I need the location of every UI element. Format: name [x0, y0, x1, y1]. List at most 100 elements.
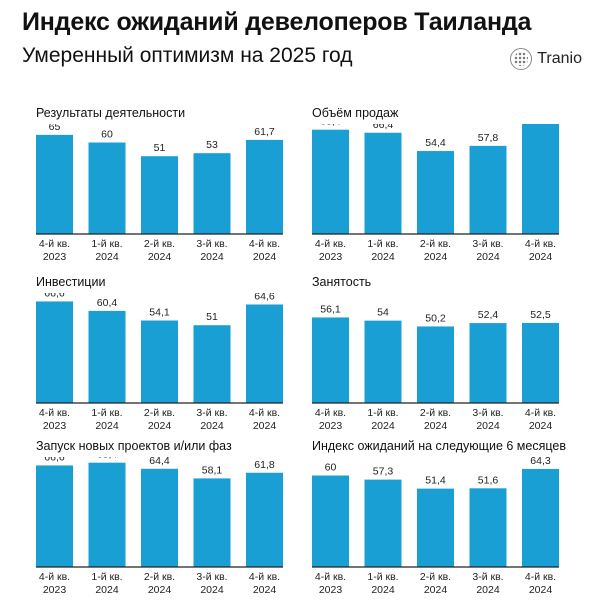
x-tick-label: 2024 [424, 251, 448, 263]
x-tick-label: 2024 [529, 420, 553, 432]
x-tick-label: 2024 [148, 251, 172, 263]
x-tick-label: 2024 [200, 584, 224, 596]
x-tick-label: 2024 [95, 420, 119, 432]
x-tick-label: 4-й кв. [249, 238, 280, 250]
data-label: 66,6 [44, 457, 65, 463]
x-tick-label: 1-й кв. [91, 238, 122, 250]
bar [417, 151, 454, 234]
tranio-logo-icon [510, 48, 533, 70]
chart-panel-new-projects: Запуск новых проектов и/или фаз 66,6 4-й … [36, 439, 306, 609]
x-tick-label: 4-й кв. [525, 238, 556, 250]
data-label: 60,4 [97, 297, 118, 309]
x-tick-label: 2-й кв. [420, 407, 451, 419]
x-tick-label: 2024 [148, 584, 172, 596]
data-label: 52,4 [478, 309, 499, 321]
x-tick-label: 2-й кв. [144, 238, 175, 250]
chart-panel-employment: Занятость 56,1 4-й кв. 2023 54 1-й кв. 2024 50… [312, 275, 582, 445]
brand: Tranio [510, 48, 582, 70]
x-tick-label: 3-й кв. [196, 238, 227, 250]
x-tick-label: 1-й кв. [91, 407, 122, 419]
x-tick-label: 4-й кв. [249, 407, 280, 419]
data-label: 61,7 [254, 126, 275, 138]
x-tick-label: 2024 [529, 584, 553, 596]
data-label: 50,2 [425, 312, 446, 324]
data-label: 66,4 [373, 124, 394, 131]
x-tick-label: 2024 [200, 420, 224, 432]
x-tick-label: 2-й кв. [144, 571, 175, 583]
x-tick-label: 2023 [43, 420, 67, 432]
bar [364, 479, 402, 567]
bar [88, 142, 126, 234]
x-tick-label: 2024 [476, 420, 500, 432]
bar [88, 462, 126, 567]
chart-title: Объём продаж [312, 106, 399, 120]
x-tick-label: 4-й кв. [39, 238, 70, 250]
x-tick-label: 4-й кв. [525, 571, 556, 583]
page-title: Индекс ожиданий девелоперов Таиланда [22, 8, 532, 36]
x-tick-label: 4-й кв. [315, 238, 346, 250]
bar [36, 134, 73, 234]
chart-title: Запуск новых проектов и/или фаз [36, 439, 232, 453]
bar [417, 326, 454, 403]
x-tick-label: 2-й кв. [420, 238, 451, 250]
data-label: 51,4 [425, 475, 446, 487]
bar [364, 320, 402, 403]
brand-name: Tranio [537, 50, 582, 67]
bar [522, 124, 559, 234]
x-tick-label: 2023 [43, 584, 67, 596]
x-tick-label: 2024 [371, 251, 395, 263]
x-tick-label: 2024 [253, 584, 277, 596]
data-label: 64,3 [530, 457, 551, 467]
x-tick-label: 2023 [319, 251, 343, 263]
bar [312, 475, 349, 567]
data-label: 54,1 [149, 306, 170, 318]
data-label: 57,3 [373, 466, 394, 478]
data-label: 52,5 [530, 309, 551, 321]
data-label: 51 [154, 142, 166, 154]
bar [469, 323, 507, 403]
x-tick-label: 4-й кв. [39, 571, 70, 583]
x-tick-label: 2024 [476, 584, 500, 596]
x-tick-label: 2024 [200, 251, 224, 263]
chart-title: Занятость [312, 275, 372, 289]
x-tick-label: 3-й кв. [196, 407, 227, 419]
x-tick-label: 2024 [424, 584, 448, 596]
x-tick-label: 2024 [371, 584, 395, 596]
data-label: 51,6 [478, 474, 499, 486]
x-tick-label: 2024 [476, 251, 500, 263]
bar [193, 325, 231, 403]
bar [246, 304, 283, 403]
data-label: 54 [377, 307, 389, 319]
data-label: 57,8 [478, 132, 499, 144]
chart-panel-performance: Результаты деятельности 65 4-й кв. 2023 60 1… [36, 106, 306, 276]
data-label: 61,8 [254, 459, 275, 471]
data-label: 51 [206, 311, 218, 323]
data-label: 65 [49, 124, 61, 133]
x-tick-label: 4-й кв. [315, 571, 346, 583]
page-subtitle: Умеренный оптимизм на 2025 год [22, 44, 353, 67]
x-tick-label: 2024 [253, 251, 277, 263]
x-tick-label: 2-й кв. [420, 571, 451, 583]
chart-panel-investments: Инвестиции 66,6 4-й кв. 2023 60,4 1-й кв. 202… [36, 275, 306, 445]
bar [469, 145, 507, 234]
bar [36, 301, 73, 403]
data-label: 54,4 [425, 137, 446, 149]
data-label: 64,6 [254, 293, 275, 302]
bar [364, 132, 402, 234]
x-tick-label: 2024 [424, 420, 448, 432]
x-tick-label: 2023 [43, 251, 67, 263]
bar [469, 488, 507, 567]
bar [193, 153, 231, 234]
x-tick-label: 2024 [148, 420, 172, 432]
data-label: 68,4 [97, 457, 118, 461]
x-tick-label: 4-й кв. [249, 571, 280, 583]
bar [141, 320, 178, 403]
data-label: 53 [206, 139, 218, 151]
x-tick-label: 4-й кв. [315, 407, 346, 419]
bar [36, 465, 73, 567]
chart-panel-expectations-index: Индекс ожиданий на следующие 6 месяцев 6… [312, 439, 582, 609]
bar [522, 322, 559, 403]
